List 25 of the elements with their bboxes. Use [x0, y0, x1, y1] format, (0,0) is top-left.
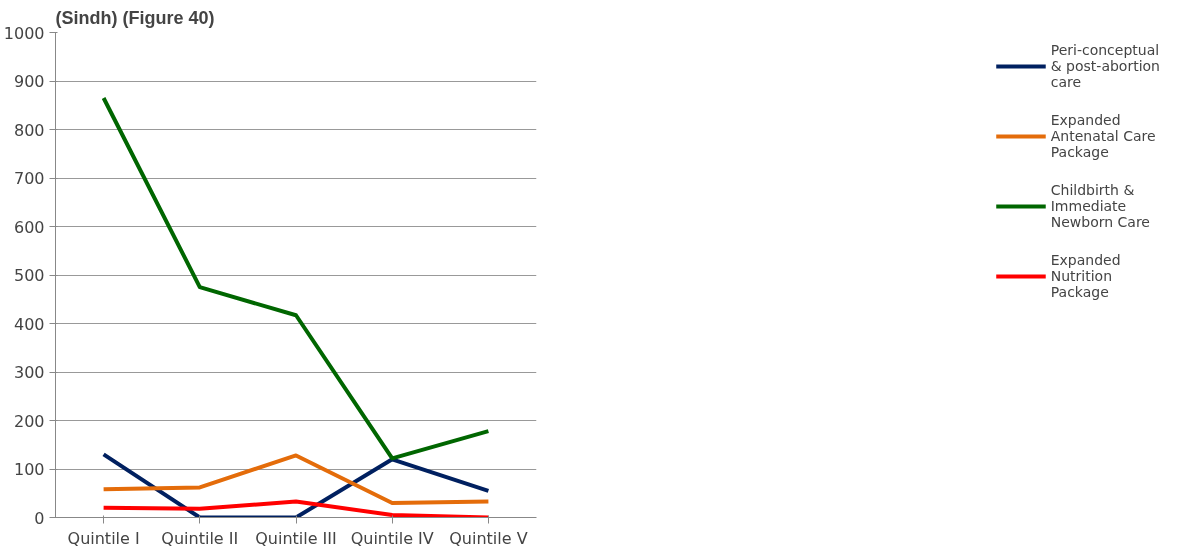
y-tick-label: 400: [13, 314, 45, 334]
y-tick-label: 700: [13, 169, 45, 188]
legend-label: Peri-conceptual & post-abortion care: [1050, 42, 1160, 90]
x-tick-label: Quintile IV: [350, 528, 434, 548]
chart-title: (Sindh) (Figure 40): [55, 7, 215, 28]
x-tick-label: Quintile V: [449, 528, 528, 548]
y-tick-label: 500: [13, 266, 45, 285]
y-tick-label: 1000: [3, 23, 45, 43]
y-tick-label: 0: [34, 508, 45, 528]
x-tick-label: Quintile II: [161, 528, 239, 548]
legend-label: Expanded Nutrition Package: [1050, 252, 1121, 300]
y-tick-label: 800: [13, 120, 45, 140]
y-tick-label: 300: [13, 363, 45, 382]
y-tick-label: 200: [13, 411, 45, 431]
line-series: [101, 95, 491, 461]
line-series: [101, 452, 491, 518]
legend-label: Expanded Antenatal Care Package: [1050, 112, 1156, 160]
x-tick-label: Quintile I: [67, 528, 140, 548]
legend-label: Childbirth & Immediate Newborn Care: [1050, 182, 1150, 230]
line-series: [101, 499, 491, 518]
x-tick-label: Quintile III: [255, 528, 337, 548]
y-tick-label: 600: [13, 217, 45, 237]
y-tick-label: 900: [13, 72, 45, 91]
line-series: [101, 453, 491, 505]
y-tick-label: 100: [13, 460, 45, 479]
